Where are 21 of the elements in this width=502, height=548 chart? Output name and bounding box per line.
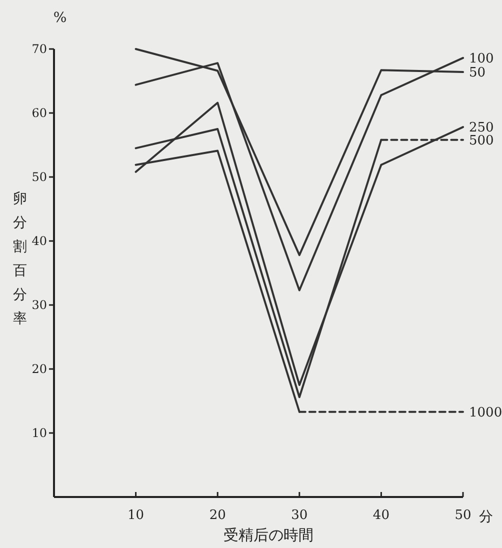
text: %	[53, 10, 67, 26]
y-tick-label: 10	[32, 426, 47, 440]
series-label: 100	[469, 52, 494, 67]
y-tick-label: 70	[32, 42, 47, 56]
x-tick-label: 30	[291, 508, 308, 523]
series-label: 50	[469, 66, 486, 81]
y-tick-label: 20	[32, 362, 47, 376]
x-tick-label: 20	[209, 508, 226, 523]
y-tick-label: 30	[32, 298, 47, 312]
x-tick-label: 50	[454, 508, 472, 523]
y-tick-label: 60	[32, 106, 47, 120]
y-tick-label: 50	[32, 170, 47, 184]
x-tick-label: 10	[128, 508, 144, 523]
series-label: 1000	[469, 405, 502, 420]
text: 分	[479, 509, 493, 525]
x-axis-title: 受精后の時間	[224, 526, 314, 544]
series-label: 500	[469, 133, 494, 148]
y-axis-title: 卵分割百分率	[13, 191, 27, 327]
series-label: 250	[469, 120, 494, 136]
x-tick-label: 40	[372, 508, 390, 523]
y-tick-label: 40	[32, 234, 47, 248]
